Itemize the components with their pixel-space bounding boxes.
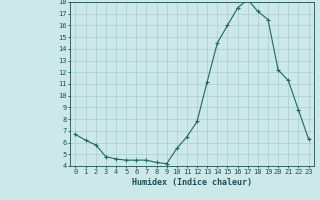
X-axis label: Humidex (Indice chaleur): Humidex (Indice chaleur) [132, 178, 252, 187]
